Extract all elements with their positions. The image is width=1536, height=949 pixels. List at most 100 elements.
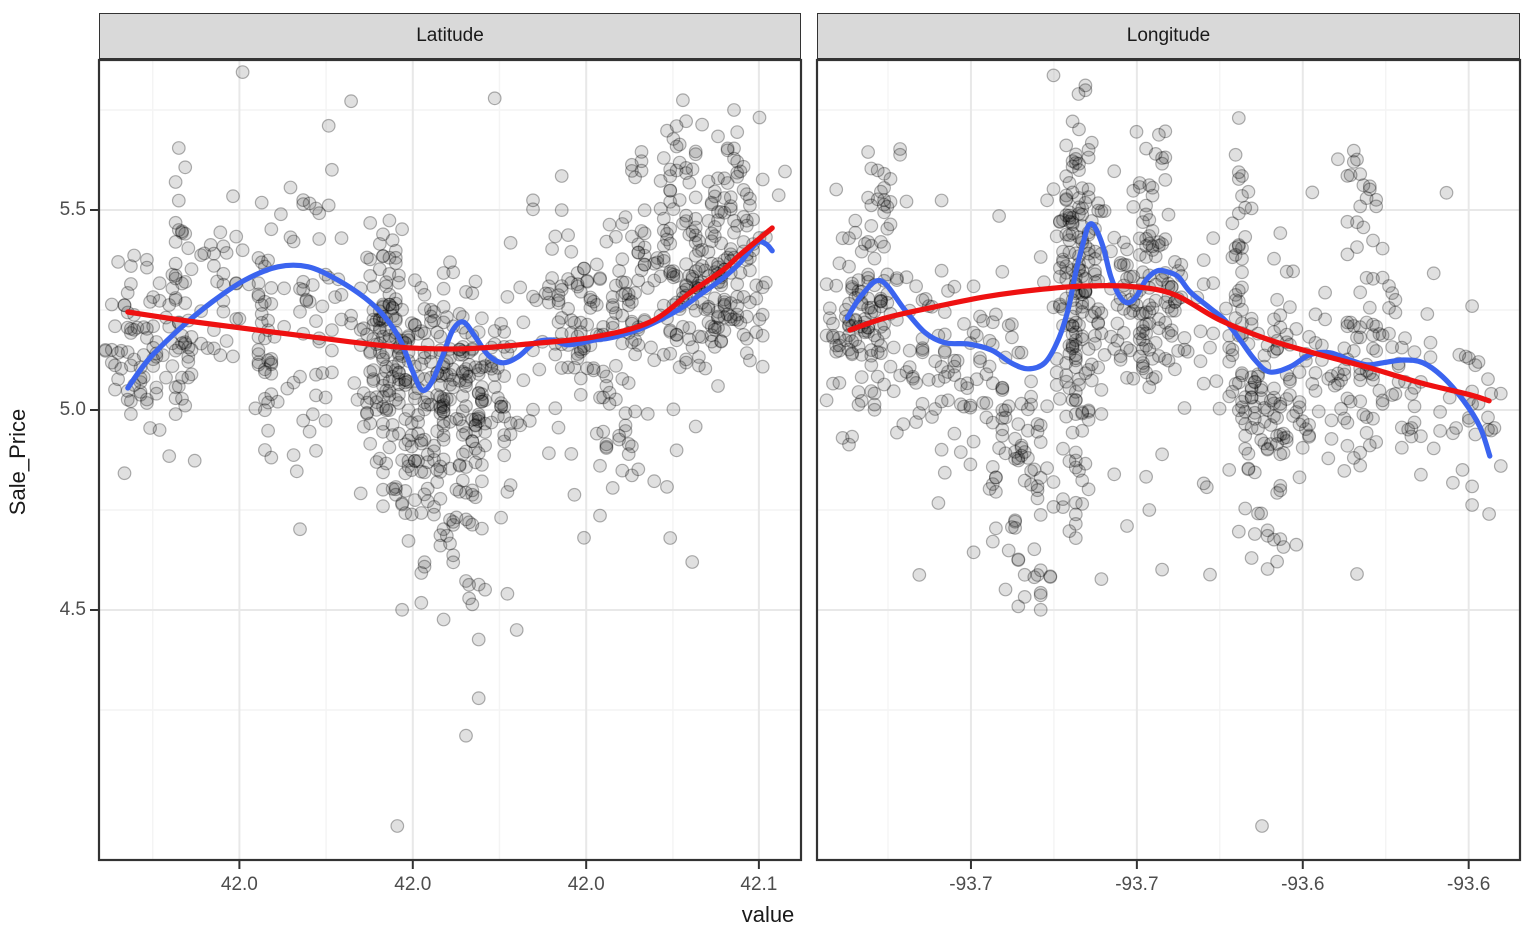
- scatter-point: [1413, 467, 1428, 482]
- scatter-point: [171, 379, 186, 394]
- scatter-point: [420, 455, 435, 470]
- scatter-point: [401, 459, 416, 474]
- scatter-point: [471, 411, 486, 426]
- scatter-point: [1068, 507, 1083, 522]
- scatter-point: [296, 197, 311, 212]
- scatter-point: [1254, 391, 1269, 406]
- scatter-point: [411, 326, 426, 341]
- scatter-point: [382, 384, 397, 398]
- scatter-point: [503, 235, 518, 250]
- y-tick-label: 5.0: [59, 399, 86, 420]
- scatter-point: [1388, 292, 1403, 307]
- scatter-point: [417, 487, 432, 502]
- scatter-point: [1094, 407, 1109, 421]
- scatter-point: [570, 266, 585, 280]
- scatter-point: [666, 131, 681, 146]
- scatter-point: [1238, 428, 1253, 443]
- scatter-point: [181, 340, 196, 355]
- scatter-point: [1337, 464, 1352, 478]
- scatter-point: [730, 165, 745, 180]
- scatter-point: [1404, 387, 1419, 401]
- scatter-point: [589, 298, 604, 312]
- scatter-point: [372, 320, 387, 335]
- scatter-point: [1158, 124, 1173, 139]
- scatter-point: [487, 368, 502, 382]
- scatter-point: [829, 338, 844, 353]
- scatter-point: [1161, 325, 1176, 340]
- scatter-point: [739, 218, 754, 233]
- scatter-point: [104, 297, 119, 312]
- scatter-point: [736, 328, 751, 342]
- scatter-point: [877, 166, 891, 181]
- scatter-point: [692, 243, 706, 258]
- scatter-point: [1289, 322, 1304, 336]
- scatter-point: [1059, 169, 1074, 184]
- scatter-point: [688, 211, 703, 226]
- scatter-point: [1151, 321, 1166, 336]
- scatter-point: [363, 269, 378, 283]
- scatter-point: [417, 302, 432, 316]
- scatter-point: [1011, 453, 1026, 468]
- scatter-point: [264, 281, 279, 295]
- scatter-point: [522, 414, 537, 428]
- scatter-point: [893, 147, 907, 162]
- y-axis-title: Sale_Price: [5, 408, 30, 516]
- scatter-point: [497, 400, 512, 414]
- scatter-point: [152, 276, 167, 291]
- scatter-point: [1135, 359, 1150, 374]
- scatter-point: [1353, 367, 1368, 382]
- scatter-point: [663, 183, 678, 198]
- scatter-point: [1091, 360, 1106, 375]
- scatter-point: [206, 341, 221, 356]
- scatter-point: [644, 340, 658, 355]
- scatter-point: [1139, 198, 1153, 213]
- scatter-point: [366, 374, 381, 388]
- scatter-point: [1196, 253, 1211, 268]
- scatter-point: [404, 463, 419, 478]
- scatter-point: [995, 383, 1010, 397]
- scatter-point: [178, 398, 193, 413]
- scatter-point: [318, 390, 333, 405]
- scatter-point: [1123, 306, 1138, 320]
- scatter-point: [251, 289, 266, 304]
- scatter-point: [609, 392, 623, 407]
- scatter-point: [1139, 305, 1153, 320]
- scatter-point: [388, 292, 403, 307]
- scatter-point: [1068, 353, 1083, 368]
- scatter-point: [1142, 212, 1157, 227]
- scatter-point: [1350, 567, 1364, 581]
- scatter-point: [497, 448, 512, 463]
- scatter-point: [1228, 247, 1243, 262]
- scatter-point: [436, 281, 451, 296]
- scatter-point: [1481, 410, 1495, 425]
- scatter-point: [963, 398, 978, 413]
- scatter-point: [877, 239, 891, 254]
- scatter-point: [733, 266, 748, 280]
- scatter-point: [1404, 429, 1419, 444]
- scatter-point: [484, 361, 499, 376]
- scatter-point: [376, 248, 390, 263]
- scatter-point: [459, 485, 473, 500]
- scatter-point: [752, 110, 767, 125]
- scatter-point: [883, 194, 898, 209]
- scatter-point: [1059, 409, 1074, 424]
- scatter-point: [1068, 393, 1083, 407]
- scatter-point: [1033, 602, 1048, 617]
- scatter-point: [1021, 402, 1035, 417]
- scatter-point: [1078, 78, 1093, 93]
- scatter-point: [864, 358, 879, 373]
- scatter-point: [1075, 181, 1090, 196]
- scatter-point: [1059, 193, 1074, 207]
- scatter-point: [723, 296, 738, 311]
- scatter-point: [985, 460, 1000, 474]
- scatter-point: [1356, 220, 1371, 235]
- scatter-point: [605, 290, 620, 304]
- scatter-point: [471, 386, 486, 400]
- scatter-point: [717, 171, 732, 186]
- scatter-point: [439, 310, 454, 325]
- scatter-point: [130, 320, 145, 335]
- scatter-point: [446, 555, 461, 570]
- scatter-point: [1088, 251, 1102, 266]
- scatter-point: [1330, 376, 1345, 391]
- scatter-point: [874, 299, 888, 314]
